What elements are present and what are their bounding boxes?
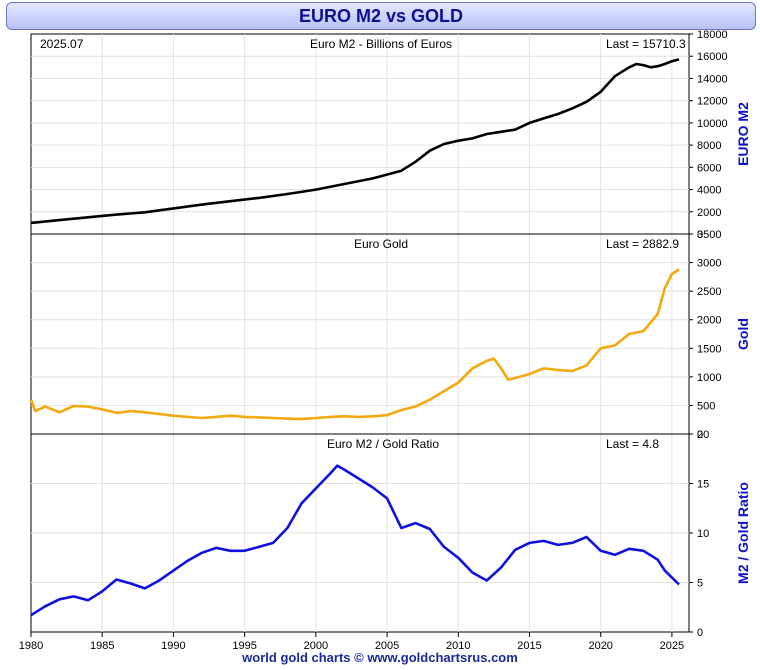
y-tick-label: 0: [697, 229, 703, 241]
panel-title: Euro M2 / Gold Ratio: [327, 437, 439, 451]
y-tick-label: 2500: [697, 286, 721, 298]
y-tick-label: 16000: [697, 51, 728, 63]
x-tick-label: 2020: [588, 640, 612, 652]
y-tick-label: 4000: [697, 185, 721, 197]
x-tick-label: 1990: [161, 640, 185, 652]
x-tick-label: 1980: [19, 640, 43, 652]
y-tick-label: 18000: [697, 29, 728, 41]
chart-title: EURO M2 vs GOLD: [6, 2, 756, 30]
y-tick-label: 1000: [697, 372, 721, 384]
x-tick-label: 2005: [375, 640, 399, 652]
footer-credit: world gold charts © www.goldchartsrus.co…: [242, 650, 518, 665]
y-tick-label: 12000: [697, 96, 728, 108]
last-value-label: Last = 2882.9: [606, 237, 679, 251]
panel-title: Euro M2 - Billions of Euros: [310, 37, 452, 51]
x-tick-label: 2015: [517, 640, 541, 652]
panel-1: 0 2000 4000 6000 8000 10000 12000 14000 16000 180…: [30, 29, 751, 241]
y-tick-label: 2000: [697, 207, 721, 219]
y-tick-label: 8000: [697, 140, 721, 152]
panel-2: 0 500 1000 1500 2000 2500 3000 3500 Euro Gold Las…: [29, 229, 751, 441]
y-tick-label: 15: [697, 479, 709, 491]
last-value-label: Last = 15710.3: [606, 37, 686, 51]
y-axis-label: EURO M2: [735, 102, 751, 166]
x-tick-label: 1985: [90, 640, 114, 652]
date-label: 2025.07: [40, 37, 84, 51]
panel-title: Euro Gold: [354, 237, 408, 251]
y-tick-label: 3000: [697, 258, 721, 270]
series-line: [29, 268, 680, 421]
y-axis-label: M2 / Gold Ratio: [735, 482, 751, 584]
y-tick-label: 20: [697, 429, 709, 441]
series-line: [30, 464, 680, 617]
y-tick-label: 0: [697, 429, 703, 441]
y-tick-label: 6000: [697, 162, 721, 174]
y-axis-label: Gold: [735, 318, 751, 350]
y-tick-label: 1500: [697, 343, 721, 355]
series-line: [30, 58, 680, 225]
y-tick-label: 5: [697, 578, 703, 590]
x-tick-label: 2025: [660, 640, 684, 652]
last-value-label: Last = 4.8: [606, 437, 659, 451]
x-tick-label: 2000: [304, 640, 328, 652]
x-tick-label: 2010: [446, 640, 470, 652]
y-tick-label: 500: [697, 400, 715, 412]
y-tick-label: 10000: [697, 118, 728, 130]
y-tick-label: 10: [697, 528, 709, 540]
y-tick-label: 14000: [697, 73, 728, 85]
panel-3: 0 5 10 15 20 Euro M2 / Gold Ratio Last = 4.8 M2…: [30, 429, 751, 639]
y-tick-label: 0: [697, 627, 703, 639]
plot-border: [30, 33, 690, 633]
x-tick-label: 1995: [232, 640, 256, 652]
y-tick-label: 2000: [697, 315, 721, 327]
y-tick-label: 3500: [697, 229, 721, 241]
